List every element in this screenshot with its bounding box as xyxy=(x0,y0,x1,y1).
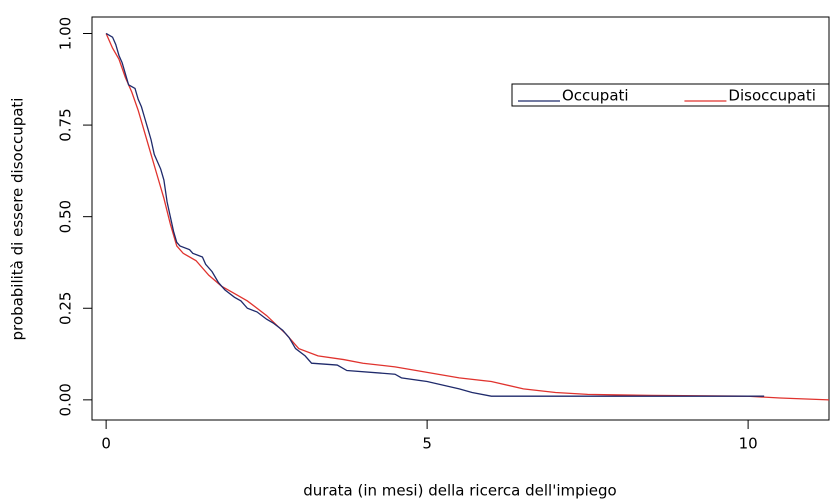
legend-box xyxy=(511,83,830,107)
y-axis-label: probabilità di essere disoccupati xyxy=(9,98,27,341)
y-tick-label: 0.50 xyxy=(57,200,75,233)
y-tick-label: 0.75 xyxy=(57,108,75,141)
x-tick-label: 5 xyxy=(422,435,432,453)
series-line xyxy=(105,33,830,401)
x-axis-label: durata (in mesi) della ricerca dell'impi… xyxy=(303,482,616,500)
y-tick-label: 0.25 xyxy=(57,292,75,325)
plot-frame xyxy=(91,16,830,421)
series-line xyxy=(105,32,765,397)
legend-label: Occupati xyxy=(562,87,629,105)
x-tick-label: 0 xyxy=(101,435,111,453)
x-tick-label: 10 xyxy=(739,435,758,453)
y-tick-label: 0.00 xyxy=(57,383,75,416)
y-tick-label: 1.00 xyxy=(57,17,75,50)
legend-label: Disoccupati xyxy=(728,87,815,105)
